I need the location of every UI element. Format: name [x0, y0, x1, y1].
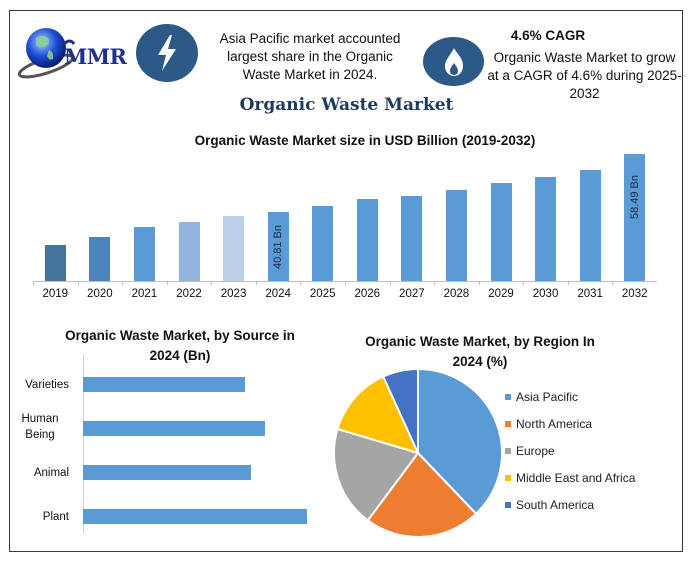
bar-2030 — [535, 177, 557, 281]
bar-2021 — [133, 227, 155, 281]
x-tick-label: 2029 — [488, 288, 514, 300]
x-tick-label: 2032 — [621, 288, 648, 300]
bar-2029 — [490, 182, 512, 281]
source-chart-title: Organic Waste Market, by Source in 2024 … — [65, 328, 295, 363]
x-tick — [33, 281, 34, 285]
legend-swatch — [505, 502, 511, 508]
data-label-2032: 58.49 Bn — [628, 175, 641, 220]
globe-icon — [17, 28, 76, 79]
y-tick-label: Varieties — [25, 379, 69, 391]
x-tick-label: 2030 — [532, 288, 559, 300]
x-tick — [77, 281, 79, 285]
bar-plant — [83, 509, 307, 524]
x-tick — [612, 281, 614, 285]
bar-2031 — [579, 170, 601, 281]
x-tick-label: 2023 — [220, 288, 247, 300]
x-tick-label: 2020 — [87, 288, 113, 300]
pie-slice-south-america — [381, 367, 419, 454]
legend-item: Europe — [505, 444, 555, 458]
legend-item: North America — [505, 417, 592, 431]
y-axis-line — [83, 354, 84, 534]
x-tick — [478, 281, 480, 285]
x-tick-label: 2021 — [131, 288, 158, 300]
lightning-bolt-icon — [136, 24, 198, 82]
y-tick-label: Human Being — [21, 413, 59, 441]
x-tick — [434, 281, 436, 285]
stat-asia-pacific-share: Asia Pacific market accounted largest sh… — [219, 31, 401, 82]
x-tick — [122, 281, 124, 285]
infographic-frame — [9, 10, 683, 552]
flame-icon — [423, 37, 484, 86]
bar-2020 — [89, 236, 111, 281]
x-tick — [300, 281, 302, 285]
mmr-logo: MMR — [16, 22, 131, 84]
bar-2027 — [401, 196, 423, 281]
y-tick-label: Plant — [42, 511, 69, 523]
legend-swatch — [505, 475, 511, 481]
x-tick — [211, 281, 213, 285]
legend-item: Middle East and Africa — [505, 471, 635, 485]
legend-label: South America — [516, 498, 595, 512]
region-pie-chart — [333, 367, 503, 538]
bar-2023 — [223, 215, 245, 281]
cagr-description: Organic Waste Market to grow at a CAGR o… — [487, 50, 682, 101]
x-tick — [255, 281, 257, 285]
bar-animal — [83, 465, 251, 480]
data-label-2024: 40.81 Bn — [272, 224, 285, 269]
bar-human-being — [83, 421, 265, 436]
x-tick-label: 2028 — [443, 288, 470, 300]
x-tick — [166, 281, 168, 285]
x-tick — [523, 281, 525, 285]
logo-text: MMR — [64, 44, 127, 69]
region-chart-title: Organic Waste Market, by Region In 2024 … — [365, 334, 595, 369]
legend-label: North America — [516, 417, 593, 431]
bar-2026 — [356, 199, 378, 281]
pie-slice-north-america — [366, 451, 478, 538]
market-size-bar-chart: 2019 2020 2021 2022 2023 2024 40.81 Bn 2025 2026… — [33, 140, 657, 305]
legend-swatch — [505, 394, 511, 400]
x-tick — [389, 281, 391, 285]
x-tick-label: 2019 — [42, 288, 69, 300]
legend-label: Europe — [516, 444, 555, 458]
bar-2019 — [44, 244, 66, 281]
legend-item: Asia Pacific — [505, 390, 578, 404]
pie-slice-europe — [333, 427, 420, 522]
legend-item: South America — [505, 498, 594, 512]
bar-2025 — [312, 206, 334, 281]
pie-slice-middle-east-and-africa — [336, 375, 420, 455]
bar-varieties — [83, 377, 245, 392]
legend-label: Middle East and Africa — [516, 471, 636, 485]
x-tick-label: 2026 — [354, 288, 381, 300]
bar-2022 — [178, 221, 200, 281]
page-title: Organic Waste Market — [239, 95, 454, 115]
x-tick — [567, 281, 569, 285]
x-tick-label: 2031 — [577, 288, 603, 300]
legend-swatch — [505, 421, 511, 427]
x-tick-label: 2022 — [176, 288, 202, 300]
market-size-chart-title: Organic Waste Market size in USD Billion… — [194, 133, 536, 148]
x-tick-label: 2027 — [399, 288, 425, 300]
legend-label: Asia Pacific — [516, 390, 579, 404]
legend-swatch — [505, 448, 511, 454]
bar-2028 — [445, 189, 467, 281]
x-tick-label: 2024 — [265, 288, 291, 300]
x-tick — [345, 281, 346, 285]
bar-2032 — [624, 153, 646, 281]
source-bar-chart: Varieties Human Being Animal Plant — [15, 354, 315, 537]
pie-slice-asia-pacific — [417, 367, 503, 516]
bar-2024 — [267, 212, 289, 281]
x-tick-label: 2025 — [309, 288, 336, 300]
y-tick-label: Animal — [33, 467, 69, 479]
cagr-headline: 4.6% CAGR — [510, 28, 586, 43]
